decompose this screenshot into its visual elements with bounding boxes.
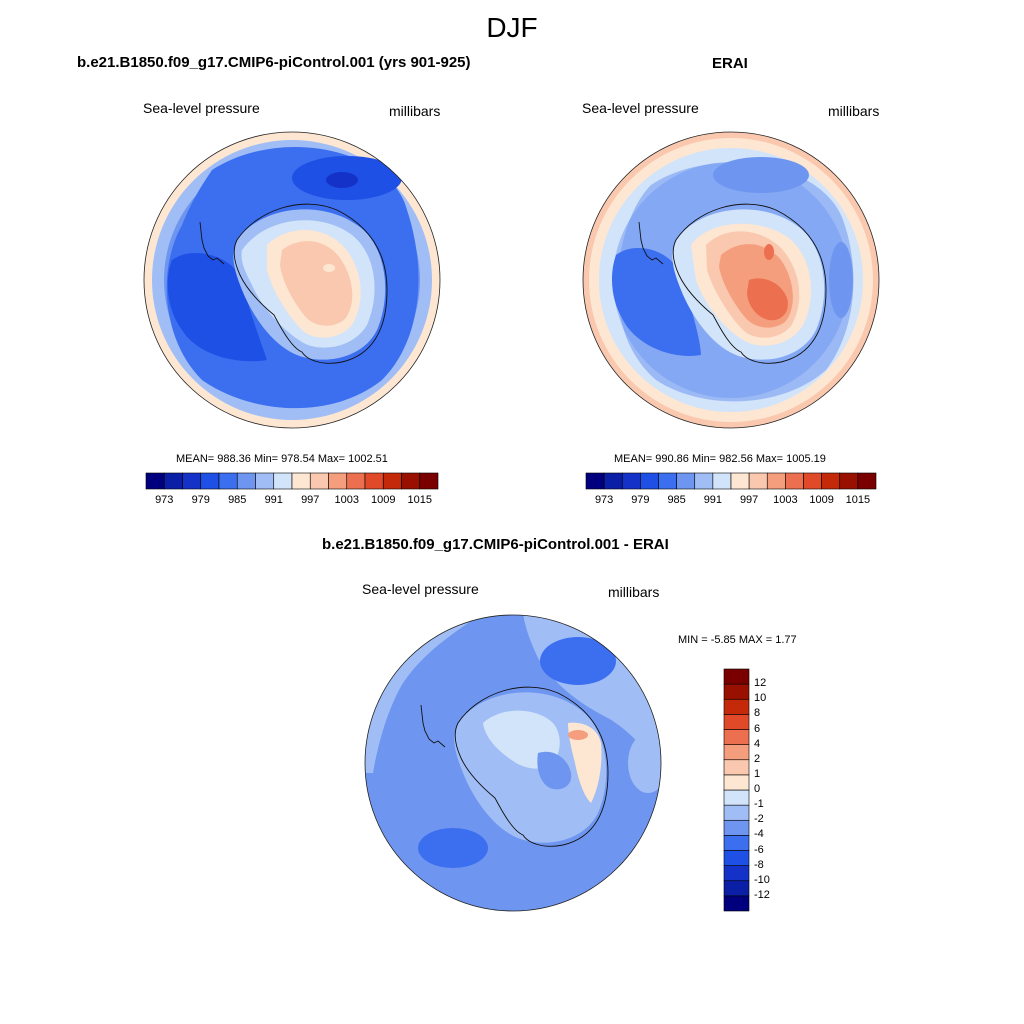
colorbar-swatch [723,668,750,685]
colorbar-swatch [182,472,202,490]
obs-units-label: millibars [828,103,880,119]
colorbar-swatch [694,472,714,490]
colorbar-tick-label: 997 [301,494,320,506]
colorbar-swatch [712,472,732,490]
colorbar-swatch [839,472,859,490]
colorbar-tick-label: 985 [667,494,686,506]
colorbar-swatch [803,472,822,490]
colorbar-swatch [857,472,877,490]
colorbar-tick-label: -1 [754,798,764,811]
colorbar-swatch [328,472,348,490]
colorbar-swatch [723,759,750,776]
colorbar-swatch [585,472,605,490]
model-polar-map [143,131,441,429]
colorbar-tick-label: 1015 [845,494,871,506]
colorbar-swatch [723,789,750,806]
colorbar-tick-label: 0 [754,783,761,795]
colorbar-tick-label: 8 [754,707,761,720]
obs-panel-title: ERAI [712,55,748,72]
colorbar-swatch [401,472,421,490]
colorbar-tick-label: 985 [228,494,247,506]
colorbar-swatch [273,472,293,490]
colorbar-tick-label: 12 [754,677,767,690]
colorbar-swatch [676,472,696,490]
colorbar-swatch [748,472,768,490]
colorbar-swatch [723,880,750,897]
model-panel-title: b.e21.B1850.f09_g17.CMIP6-piControl.001 … [77,54,471,71]
colorbar-swatch [723,729,750,745]
colorbar-swatch [200,472,220,490]
colorbar-swatch [658,472,677,490]
model-colorbar [145,472,439,490]
diff-colorbar [723,668,750,912]
colorbar-swatch [603,472,623,490]
colorbar-swatch [723,850,750,866]
colorbar-tick-label: 1009 [809,494,834,506]
colorbar-swatch [723,819,750,836]
colorbar-tick-label: 979 [631,494,650,506]
colorbar-tick-label: 1 [754,767,761,780]
colorbar-swatch [723,865,750,882]
colorbar-swatch [346,472,366,490]
colorbar-swatch [723,835,750,851]
colorbar-swatch [236,472,256,490]
obs-stats: MEAN= 990.86 Min= 982.56 Max= 1005.19 [614,453,826,465]
obs-colorbar [585,472,877,490]
colorbar-swatch [309,472,329,490]
colorbar-swatch [163,472,183,490]
colorbar-tick-label: 973 [155,494,174,506]
colorbar-tick-label: -4 [754,828,764,841]
colorbar-swatch [218,472,238,490]
colorbar-tick-label: 1015 [407,494,432,506]
model-variable-label: Sea-level pressure [143,100,260,116]
model-stats: MEAN= 988.36 Min= 978.54 Max= 1002.51 [176,453,388,465]
colorbar-tick-label: 1003 [334,494,359,506]
colorbar-swatch [730,472,750,490]
colorbar-tick-label: -12 [754,888,770,901]
colorbar-tick-label: 979 [191,494,210,506]
colorbar-tick-label: -2 [754,813,764,826]
colorbar-swatch [766,472,786,490]
diff-units-label: millibars [608,584,660,600]
colorbar-tick-label: 10 [754,692,767,705]
colorbar-tick-label: 991 [703,494,723,506]
colorbar-swatch [723,683,750,700]
colorbar-swatch [723,804,750,821]
diff-variable-label: Sea-level pressure [362,581,479,597]
obs-polar-map [582,131,880,429]
colorbar-tick-label: 991 [264,494,283,506]
colorbar-tick-label: -8 [754,858,764,871]
colorbar-swatch [255,472,275,490]
colorbar-swatch [723,895,750,912]
diff-stats: MIN = -5.85 MAX = 1.77 [678,634,797,646]
colorbar-swatch [723,698,750,715]
colorbar-swatch [723,774,750,791]
colorbar-swatch [145,472,165,490]
colorbar-tick-label: 1009 [371,494,396,506]
colorbar-swatch [291,472,311,490]
model-units-label: millibars [389,103,441,119]
colorbar-swatch [640,472,659,490]
colorbar-swatch [621,472,641,490]
colorbar-tick-label: 4 [754,737,761,750]
colorbar-swatch [785,472,804,490]
obs-variable-label: Sea-level pressure [582,100,699,116]
colorbar-tick-label: 1003 [773,494,798,506]
colorbar-tick-label: -6 [754,843,764,856]
colorbar-swatch [382,472,402,490]
colorbar-swatch [364,472,384,490]
colorbar-tick-label: 2 [754,752,761,765]
colorbar-swatch [419,472,439,490]
diff-polar-map [364,614,662,912]
colorbar-swatch [723,744,750,761]
colorbar-tick-label: 997 [739,494,759,506]
colorbar-swatch [723,714,750,730]
colorbar-tick-label: -10 [754,873,770,886]
colorbar-tick-label: 973 [594,494,614,506]
diff-panel-title: b.e21.B1850.f09_g17.CMIP6-piControl.001 … [322,536,669,553]
colorbar-swatch [821,472,841,490]
page-title: DJF [486,12,538,43]
colorbar-tick-label: 6 [754,722,761,735]
